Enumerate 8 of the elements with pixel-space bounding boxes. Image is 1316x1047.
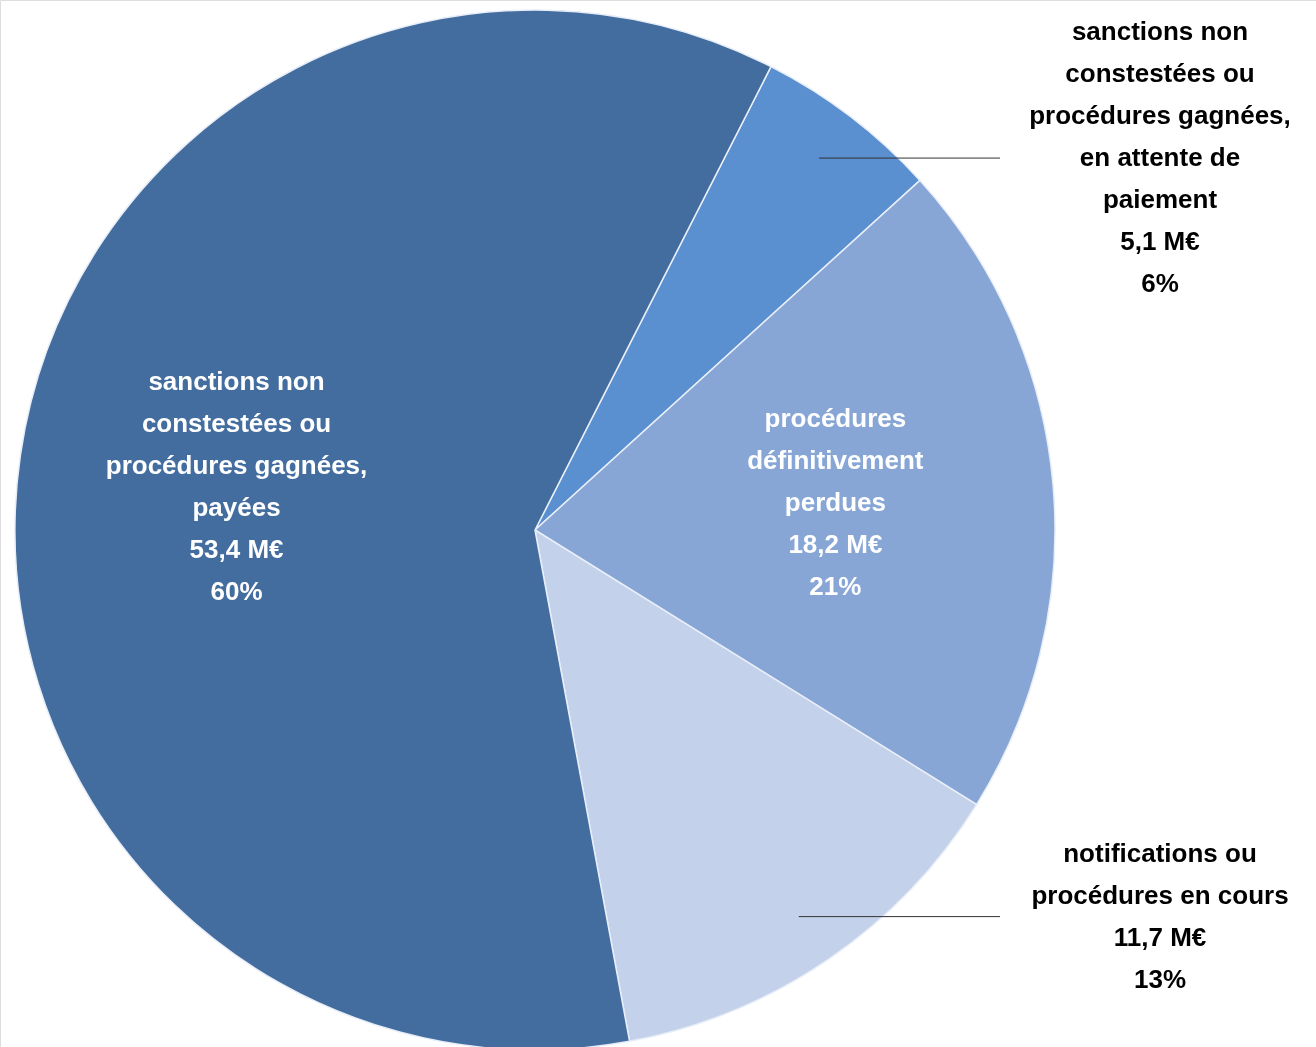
data-label: 18,2 M€ 21%	[788, 528, 883, 601]
slice-label: sanctions non constestées ou procédures gagnées, payées	[105, 365, 368, 522]
data-label: 5,1 M€ 6%	[1120, 226, 1200, 299]
data-label: 11,7 M€ 13%	[1113, 921, 1207, 994]
slice-label: sanctions non constestées ou procédures gagnées, en attente de paiement	[1029, 16, 1291, 215]
slice-label: procédures définitivement perdues	[747, 402, 924, 517]
data-label: 53,4 M€ 60%	[189, 533, 284, 606]
slice-label: notifications ou procédures en cours	[1031, 837, 1289, 910]
